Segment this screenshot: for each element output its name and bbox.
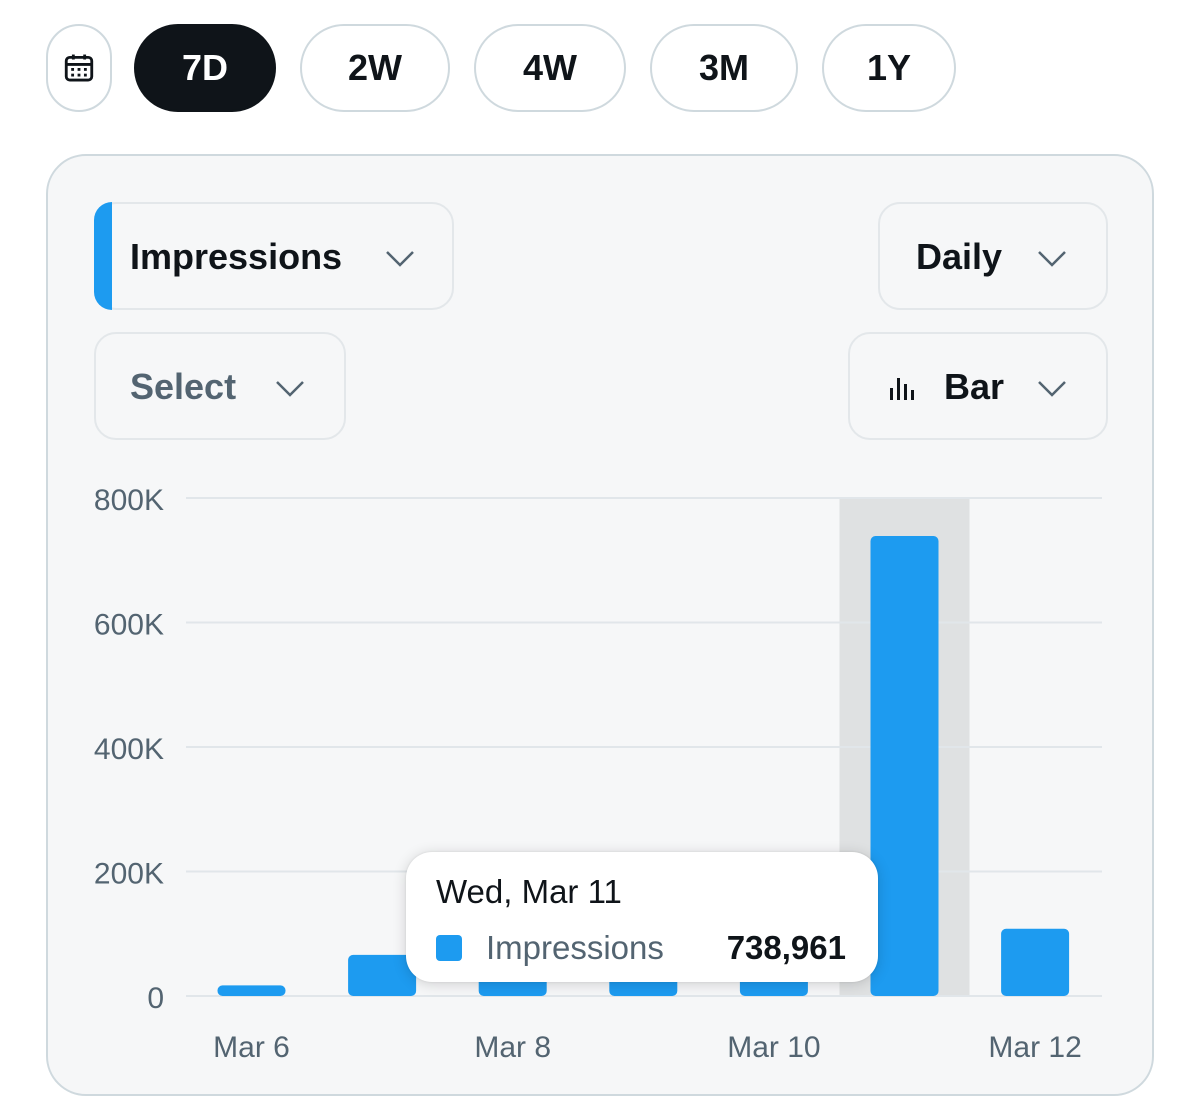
y-tick-label: 600K xyxy=(94,609,164,642)
chart-type-dropdown[interactable]: Bar xyxy=(848,332,1108,440)
interval-dropdown[interactable]: Daily xyxy=(878,202,1108,310)
y-tick-label: 200K xyxy=(94,858,164,891)
range-4w-button[interactable]: 4W xyxy=(474,24,626,112)
chevron-down-icon xyxy=(1038,251,1066,267)
chart-tooltip: Wed, Mar 11 Impressions 738,961 xyxy=(406,852,878,982)
bar-mar-11 xyxy=(870,535,939,996)
calendar-icon xyxy=(64,54,94,82)
chart-type-dropdown-label: Bar xyxy=(944,366,1005,407)
tooltip-value: 738,961 xyxy=(726,929,846,966)
chevron-down-icon xyxy=(1038,381,1066,397)
metric-dropdown[interactable]: Impressions xyxy=(94,202,454,310)
bar-chart-icon xyxy=(890,378,914,400)
chevron-down-icon xyxy=(276,381,304,397)
date-range-bar: 7D 2W 4W 3M 1Y xyxy=(46,24,966,112)
x-tick-label: Mar 8 xyxy=(474,1031,551,1064)
interval-dropdown-label: Daily xyxy=(916,236,1003,277)
metric-dropdown-label: Impressions xyxy=(130,236,343,277)
chevron-down-icon xyxy=(386,251,414,267)
range-3m-button[interactable]: 3M xyxy=(650,24,798,112)
range-2w-button[interactable]: 2W xyxy=(300,24,450,112)
bar-mar-7 xyxy=(348,954,417,996)
bar-mar-6 xyxy=(217,985,286,996)
x-tick-label: Mar 10 xyxy=(727,1031,820,1064)
range-1y-button[interactable]: 1Y xyxy=(822,24,956,112)
range-7d-button[interactable]: 7D xyxy=(134,24,276,112)
tooltip-series-swatch xyxy=(436,935,462,961)
tooltip-date: Wed, Mar 11 xyxy=(436,873,622,910)
x-tick-label: Mar 12 xyxy=(988,1031,1081,1064)
y-tick-label: 800K xyxy=(94,484,164,517)
bar-mar-12 xyxy=(1001,928,1070,996)
tooltip-series-name: Impressions xyxy=(486,929,664,966)
compare-dropdown-label: Select xyxy=(130,366,237,407)
calendar-button[interactable] xyxy=(46,24,112,112)
metric-color-indicator xyxy=(94,202,112,310)
y-tick-label: 0 xyxy=(147,982,164,1015)
compare-dropdown[interactable]: Select xyxy=(94,332,346,440)
y-tick-label: 400K xyxy=(94,733,164,766)
x-tick-label: Mar 6 xyxy=(213,1031,290,1064)
